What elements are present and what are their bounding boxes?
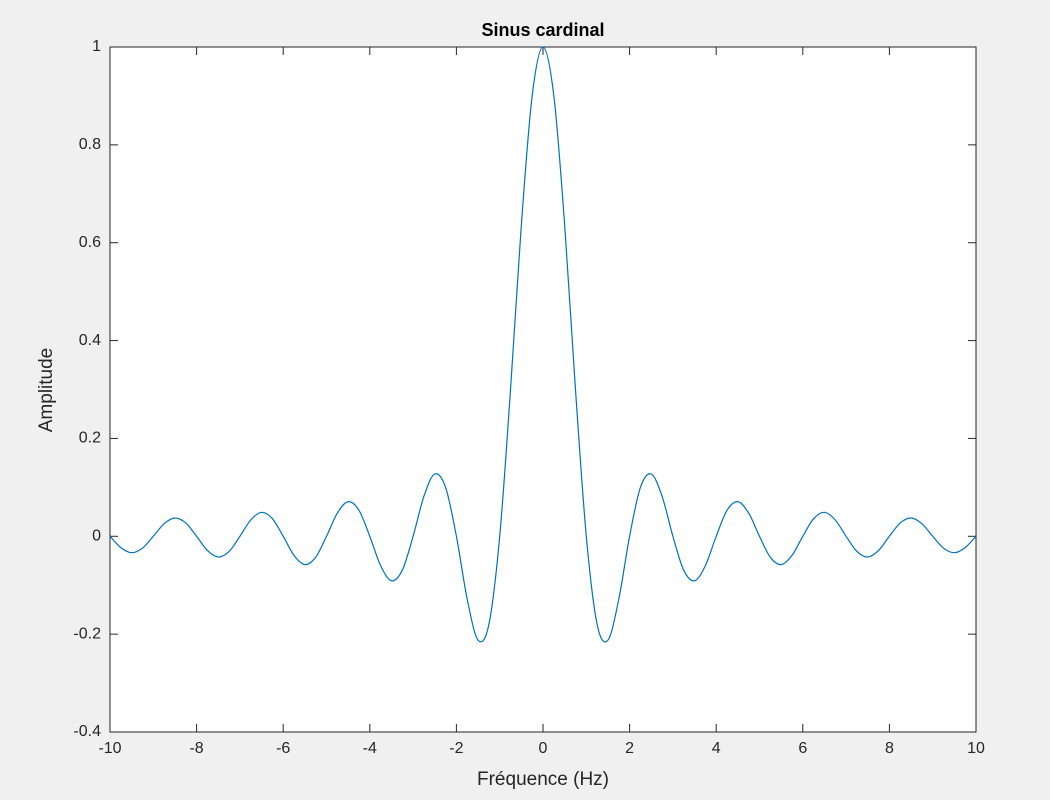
x-tick-label: 10 <box>967 740 985 757</box>
y-tick-label: 0.8 <box>79 136 101 153</box>
x-tick-label: -8 <box>189 740 203 757</box>
data-line <box>109 46 977 643</box>
x-tick-label: 4 <box>712 740 721 757</box>
y-tick-label: 0.2 <box>79 430 101 447</box>
y-tick-label: 0.4 <box>79 332 101 349</box>
y-axis-label: Amplitude <box>36 348 57 433</box>
y-tick-label: 0 <box>92 528 101 545</box>
axes-box <box>109 46 977 733</box>
chart-title: Sinus cardinal <box>481 20 604 40</box>
x-tick-label: 6 <box>798 740 807 757</box>
x-axis-label: Fréquence (Hz) <box>477 769 609 790</box>
y-tick-label: 0.6 <box>79 234 101 251</box>
x-tick-label: -6 <box>276 740 290 757</box>
x-tick-label: -4 <box>363 740 377 757</box>
y-tick-label: -0.4 <box>73 723 101 740</box>
y-tick-label: 1 <box>92 38 101 55</box>
x-tick-label: 8 <box>885 740 894 757</box>
x-tick-label: -10 <box>98 740 121 757</box>
x-tick-label: 2 <box>625 740 634 757</box>
x-tick-label: -2 <box>449 740 463 757</box>
y-tick-label: -0.2 <box>73 625 101 642</box>
x-tick-label: 0 <box>539 740 548 757</box>
